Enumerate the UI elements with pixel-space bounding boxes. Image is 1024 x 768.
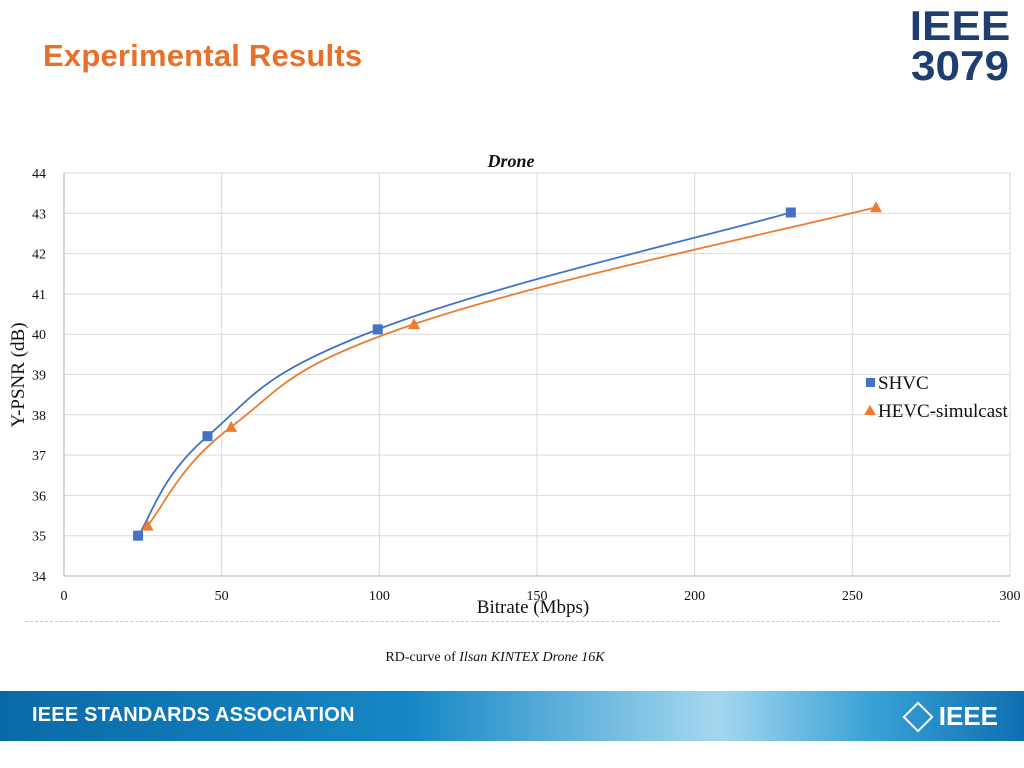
y-tick-label: 43 — [32, 207, 46, 222]
footer-org-name: IEEE STANDARDS ASSOCIATION — [32, 704, 355, 726]
y-tick-label: 42 — [32, 248, 46, 263]
y-tick-label: 37 — [32, 449, 46, 464]
data-point-hevc-simulcast — [869, 201, 882, 213]
series-line-hevc-simulcast — [146, 206, 877, 527]
data-point-shvc — [133, 530, 144, 541]
data-point-hevc-simulcast — [141, 519, 154, 531]
x-tick-label: 0 — [61, 589, 68, 604]
slide-title: Experimental Results — [43, 38, 363, 73]
legend-label: HEVC-simulcast — [878, 401, 1009, 422]
y-tick-label: 35 — [32, 530, 46, 545]
legend-marker-hevc-simulcast — [864, 405, 876, 415]
logo-line-2: 3079 — [910, 42, 1010, 89]
footer-ieee-logo: IEEE — [902, 700, 998, 733]
y-tick-label: 34 — [32, 570, 46, 585]
y-tick-label: 39 — [32, 369, 46, 384]
y-tick-label: 36 — [32, 489, 46, 504]
data-point-hevc-simulcast — [408, 318, 421, 330]
chart-title: Drone — [486, 151, 534, 171]
data-point-shvc — [785, 207, 796, 218]
caption-title: Ilsan KINTEX Drone 16K — [459, 650, 605, 665]
ieee-3079-logo: IEEE 3079 — [908, 2, 1012, 89]
y-tick-label: 41 — [32, 288, 46, 303]
ieee-diamond-icon — [902, 700, 934, 733]
legend-marker-shvc — [866, 378, 875, 387]
divider — [25, 621, 1000, 623]
x-tick-label: 50 — [215, 589, 229, 604]
logo-line-1: IEEE — [909, 2, 1011, 49]
x-tick-label: 300 — [1000, 589, 1021, 604]
legend-label: SHVC — [878, 373, 929, 394]
y-tick-label: 40 — [32, 328, 46, 343]
data-point-shvc — [202, 431, 213, 442]
figure-caption: RD-curve of Ilsan KINTEX Drone 16K — [0, 650, 990, 666]
footer-bar: IEEE STANDARDS ASSOCIATION IEEE — [0, 691, 1024, 741]
series-line-shvc — [137, 211, 792, 537]
caption-prefix: RD-curve of — [385, 650, 460, 665]
y-axis-label: Y-PSNR (dB) — [8, 322, 29, 427]
x-axis-label: Bitrate (Mbps) — [477, 597, 589, 618]
rd-curve-chart: 34 35 36 37 38 39 40 41 42 43 44 0 50 100 150 200 250 300… — [8, 151, 1021, 618]
x-tick-label: 250 — [842, 589, 863, 604]
x-tick-label: 100 — [369, 589, 390, 604]
data-point-shvc — [372, 324, 383, 335]
footer-brand: IEEE — [938, 701, 998, 731]
x-tick-label: 200 — [684, 589, 705, 604]
x-tick-label: 150 — [527, 589, 548, 604]
y-tick-label: 38 — [32, 409, 46, 424]
y-tick-label: 44 — [32, 167, 46, 182]
data-point-hevc-simulcast — [225, 420, 238, 432]
